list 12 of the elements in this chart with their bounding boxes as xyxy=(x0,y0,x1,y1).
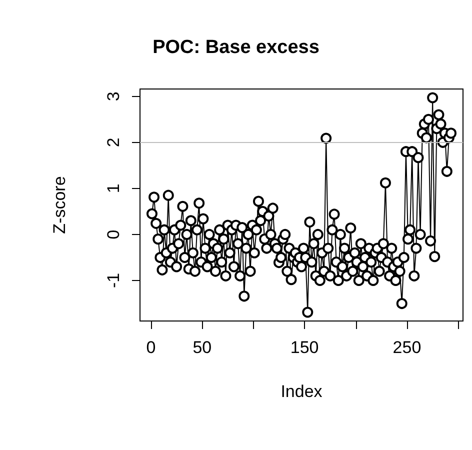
y-axis-title: Z-score xyxy=(50,176,69,234)
y-tick-label: 0 xyxy=(104,230,123,240)
chart-title: POC: Base excess xyxy=(152,37,320,58)
y-tick-label: -1 xyxy=(104,272,123,288)
x-tick-label: 0 xyxy=(146,338,156,357)
x-tick-label: 150 xyxy=(290,338,319,357)
x-axis-title: Index xyxy=(280,382,323,401)
y-tick-label: 2 xyxy=(104,138,123,148)
x-tick-label: 250 xyxy=(392,338,422,357)
x-tick-label: 50 xyxy=(192,338,212,357)
y-tick-label: 3 xyxy=(104,92,123,102)
y-tick-label: 1 xyxy=(104,184,123,194)
